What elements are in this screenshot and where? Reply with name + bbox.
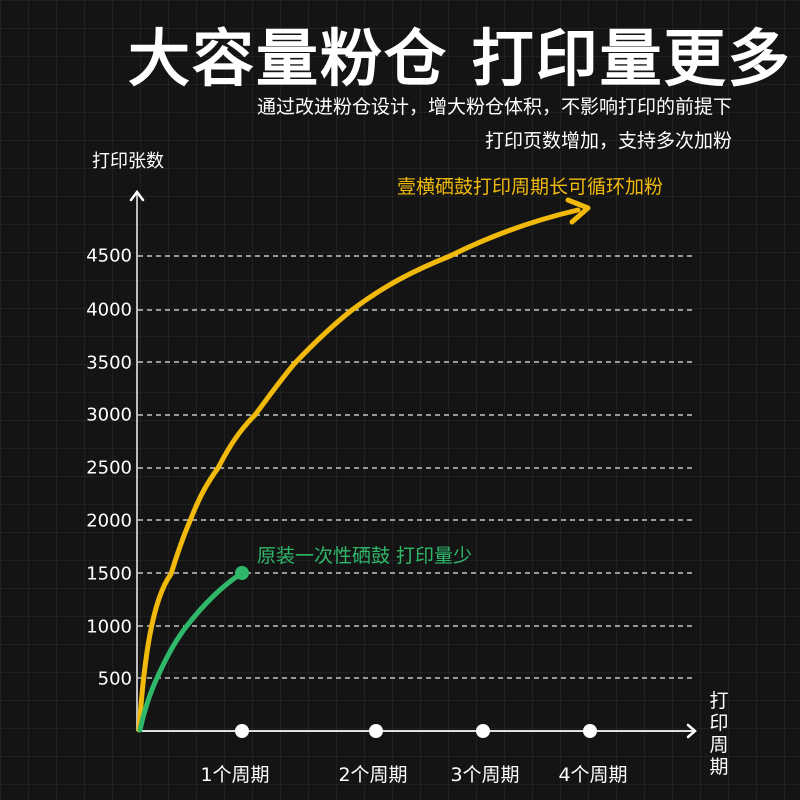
yellow-arrow-icon: [565, 197, 591, 225]
y-tick-3500: 3500: [86, 352, 132, 374]
y-tick-4000: 4000: [86, 299, 132, 321]
green-series-line: [137, 570, 245, 733]
yellow-series-annotation: 壹横硒鼓打印周期长可循环加粉: [397, 176, 664, 198]
y-tick-500: 500: [97, 668, 132, 690]
y-tick-1500: 1500: [86, 563, 132, 585]
x-tick-4: 4个周期: [558, 764, 628, 786]
x-axis-title: 打印周期: [709, 690, 729, 778]
x-axis-arrow-icon: [686, 723, 697, 739]
green-end-dot: [235, 566, 249, 580]
subtitle-line-2: 打印页数增加，支持多次加粉: [484, 130, 732, 152]
green-series-annotation: 原装一次性硒鼓 打印量少: [257, 545, 473, 567]
x-tick-2: 2个周期: [338, 764, 408, 786]
y-axis-title: 打印张数: [92, 151, 164, 172]
y-tick-4500: 4500: [86, 245, 132, 267]
yellow-series-line: [136, 207, 581, 733]
page-title: 大容量粉仓 打印量更多: [128, 22, 792, 95]
x-tick-dots: [235, 724, 597, 738]
x-tick-3: 3个周期: [450, 764, 520, 786]
y-tick-2000: 2000: [86, 510, 132, 532]
y-tick-2500: 2500: [86, 457, 132, 479]
y-tick-3000: 3000: [86, 404, 132, 426]
y-tick-1000: 1000: [86, 616, 132, 638]
gridlines: [138, 255, 694, 679]
subtitle-line-1: 通过改进粉仓设计，增大粉仓体积，不影响打印的前提下: [256, 96, 732, 118]
y-axis-arrow-icon: [129, 189, 145, 202]
x-tick-1: 1个周期: [200, 764, 270, 786]
